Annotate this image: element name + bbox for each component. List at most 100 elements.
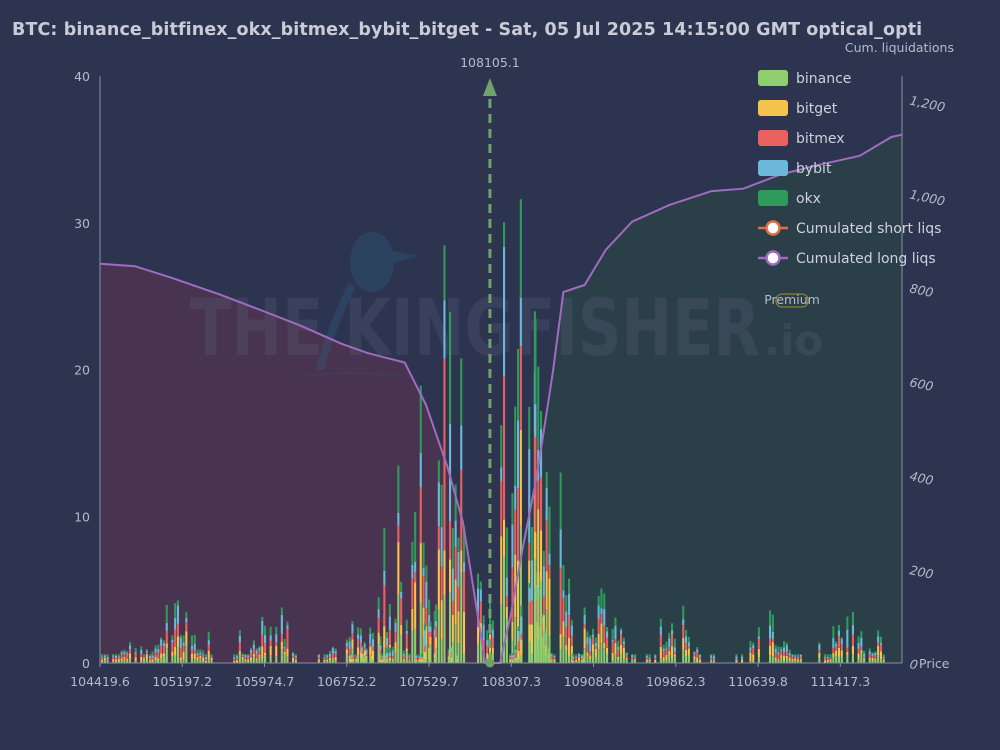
bar-bybit-c8: [534, 404, 537, 438]
bar-bybit-c11: [791, 654, 794, 657]
bar-bitget-c5: [428, 647, 431, 660]
y-right-axis-label: Cum. liquidations: [845, 40, 954, 55]
bar-bitmex-c10: [659, 635, 662, 647]
bar-binance-c9: [578, 660, 581, 663]
bar-bitmex-c6: [440, 566, 443, 601]
bar-bybit-c1: [199, 652, 202, 655]
bar-okx-c1: [148, 654, 151, 656]
bar-bitget-c3: [326, 659, 329, 662]
bar-binance-c9: [589, 659, 592, 663]
bar-bitget-c9: [594, 648, 597, 658]
y-right-tick-label: 200: [908, 562, 935, 582]
bar-binance-c12: [818, 658, 821, 663]
bar-bitget-c2: [275, 645, 278, 657]
bar-bybit-c8: [542, 566, 545, 597]
bar-bitget-c5: [456, 659, 459, 661]
bar-bitmex-c7: [511, 567, 514, 622]
bar-bitmex-c6: [460, 469, 463, 551]
bar-bitmex-c11: [752, 648, 755, 655]
bar-bybit-c8: [545, 487, 548, 521]
bar-bitget-c11: [797, 659, 800, 662]
bar-bitmex-c7: [528, 542, 531, 561]
bar-bitget-c10: [673, 654, 676, 657]
bar-bitget-c2: [283, 651, 286, 655]
bar-binance-c2: [286, 656, 289, 663]
bar-binance-c1: [148, 661, 151, 663]
bar-bitget-c11: [757, 648, 760, 658]
bar-okx-c9: [625, 652, 628, 654]
bar-okx-c2: [258, 646, 261, 648]
bar-bitmex-c2: [252, 648, 255, 654]
bar-bitmex-c4: [352, 656, 355, 660]
bar-bitget-c8: [548, 578, 551, 636]
bar-okx-c1: [210, 654, 213, 657]
bar-okx-c5: [388, 647, 391, 653]
bar-okx-c2: [269, 626, 272, 636]
bar-binance-c1: [202, 660, 205, 663]
legend-bybit-label: bybit: [796, 161, 832, 177]
bar-bitmex-c10: [668, 647, 671, 652]
bar-binance-c9: [600, 643, 603, 663]
bar-binance-c10: [682, 649, 685, 663]
bar-bybit-c0: [123, 651, 126, 655]
bar-bybit-c7: [491, 629, 494, 638]
bar-binance-c3: [326, 661, 329, 663]
bar-bitget-c11: [780, 655, 783, 658]
bar-bitmex-c9: [634, 657, 637, 660]
bar-bybit-c8: [559, 529, 562, 568]
bar-okx-c11: [794, 654, 797, 656]
bar-bybit-c3: [326, 655, 329, 658]
bar-bybit-c8: [565, 611, 568, 627]
x-tick-label: 109084.8: [564, 674, 624, 689]
bar-bitget-c3: [334, 656, 337, 661]
bar-binance-c1: [151, 661, 154, 663]
bar-bybit-c7: [550, 654, 553, 657]
bar-okx-c4: [352, 654, 355, 656]
bar-bybit-c3: [365, 649, 368, 655]
bar-binance-c2: [258, 656, 261, 663]
bar-okx-c8: [528, 583, 531, 588]
bar-bybit-c9: [594, 642, 597, 647]
bar-binance-c8: [514, 660, 517, 663]
bar-bybit-c1: [151, 655, 154, 658]
bar-bybit-c12: [860, 637, 863, 647]
bar-bitmex-c11: [757, 638, 760, 649]
bar-bitmex-c4: [377, 617, 380, 633]
bar-binance-c5: [388, 659, 391, 663]
bar-bitget-c12: [877, 645, 880, 656]
bar-okx-c6: [429, 621, 432, 627]
bar-bybit-c2: [258, 647, 261, 651]
bar-okx-c3: [359, 628, 362, 636]
bar-bitmex-c7: [486, 645, 489, 654]
bar-okx-c11: [788, 649, 791, 653]
bar-bybit-c12: [832, 638, 835, 649]
bar-okx-c11: [735, 654, 738, 657]
bar-bitmex-c12: [840, 644, 843, 651]
bar-binance-c10: [648, 661, 651, 663]
legend-bitget-label: bitget: [796, 101, 838, 117]
bar-bitmex-c1: [199, 654, 202, 656]
bar-bitget-c8: [534, 532, 537, 559]
bar-bybit-c6: [454, 520, 457, 548]
bar-okx-c5: [433, 610, 436, 630]
bar-bitmex-c1: [154, 652, 157, 657]
bar-bitget-c5: [425, 626, 428, 645]
bar-bitget-c0: [145, 654, 148, 661]
bar-bitmex-c3: [348, 648, 351, 656]
bar-bybit-c10: [662, 648, 665, 652]
bar-okx-c4: [377, 597, 380, 610]
bar-okx-c9: [600, 588, 603, 609]
y-right-tick-label: 600: [908, 374, 935, 394]
bar-bybit-c0: [126, 653, 129, 655]
bar-okx-c7: [500, 425, 503, 468]
bar-bitmex-c10: [713, 658, 716, 661]
bar-okx-c8: [517, 626, 520, 631]
bar-bitmex-c3: [365, 654, 368, 657]
bar-bybit-c2: [252, 644, 255, 649]
bar-binance-c7: [491, 653, 494, 663]
bar-bybit-c10: [685, 636, 688, 644]
bar-bybit-c1: [210, 656, 213, 657]
bar-bitmex-c3: [331, 653, 334, 659]
bar-bitmex-c1: [160, 645, 163, 654]
bar-bybit-c4: [369, 633, 372, 644]
